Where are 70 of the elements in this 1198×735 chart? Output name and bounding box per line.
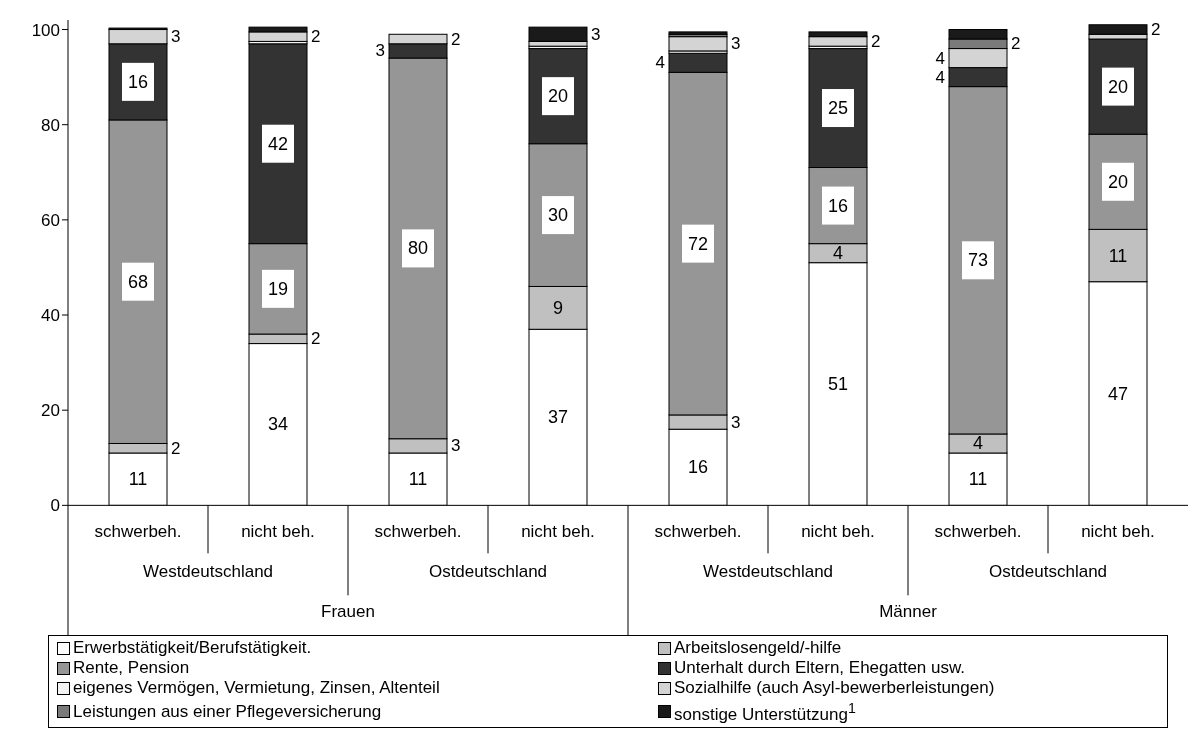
- text: Ostdeutschland: [428, 562, 548, 582]
- x-tick-label: schwerbeh.: [654, 522, 742, 542]
- x-tick-label: schwerbeh.: [94, 522, 182, 542]
- data-label: 47: [1107, 383, 1129, 404]
- data-label: 68: [127, 271, 149, 292]
- x-tick-label: nicht beh.: [1081, 522, 1155, 542]
- data-label: 11: [408, 469, 428, 490]
- data-label: 4: [832, 243, 844, 264]
- bar: [668, 36, 728, 52]
- data-label: 51: [827, 374, 849, 395]
- legend-label: Sozialhilfe (auch Asyl-bewerberleistungen): [674, 678, 995, 699]
- data-label: 34: [267, 414, 289, 435]
- legend-label: Erwerbstätigkeit/Berufstätigkeit.: [73, 638, 312, 659]
- data-label: 2: [311, 329, 321, 349]
- legend-label: Leistungen aus einer Pflegeversicherung: [73, 701, 382, 722]
- data-label: 3: [171, 27, 181, 47]
- legend-label: eigenes Vermögen, Vermietung, Zinsen, Altenteil: [73, 678, 440, 699]
- data-label: 2: [171, 438, 181, 458]
- data-label: 3: [451, 436, 461, 456]
- data-label: 2: [1151, 20, 1161, 40]
- data-label: 2: [451, 29, 461, 49]
- data-label: 3: [375, 41, 385, 61]
- legend-label: Unterhalt durch Eltern, Ehegatten usw.: [674, 658, 966, 679]
- data-label: 42: [267, 133, 289, 154]
- data-label: 4: [935, 67, 945, 87]
- data-label: 73: [967, 250, 989, 271]
- data-label: 11: [1108, 245, 1128, 266]
- data-label: 16: [687, 457, 709, 478]
- data-label: 4: [935, 48, 945, 68]
- legend-label: Arbeitslosengeld/-hilfe: [674, 638, 842, 659]
- data-label: 2: [311, 27, 321, 47]
- data-label: 11: [968, 469, 988, 490]
- text: Frauen: [321, 602, 375, 622]
- data-label: 4: [972, 433, 984, 454]
- y-tick-label: 60: [41, 210, 60, 230]
- data-label: 11: [128, 469, 148, 490]
- x-tick-label: nicht beh.: [521, 522, 595, 542]
- legend-label: sonstige Unterstützung$^{1}$: [674, 699, 856, 725]
- text: Westdeutschland: [142, 562, 274, 582]
- y-tick-label: 40: [41, 306, 60, 326]
- data-label: 20: [547, 86, 569, 107]
- data-label: 72: [687, 233, 709, 254]
- x-tick-label: schwerbeh.: [374, 522, 462, 542]
- data-label: 30: [547, 205, 569, 226]
- data-label: 25: [827, 98, 849, 119]
- data-label: 3: [591, 24, 601, 44]
- data-label: 2: [1011, 34, 1021, 54]
- data-label: 3: [731, 34, 741, 54]
- data-label: 4: [655, 53, 665, 73]
- y-tick-label: 20: [41, 401, 60, 421]
- data-label: 16: [127, 71, 149, 92]
- data-label: 9: [552, 297, 564, 318]
- y-tick-label: 80: [41, 115, 60, 135]
- y-tick-label: 100: [31, 20, 60, 40]
- data-label: 19: [267, 278, 289, 299]
- x-tick-label: nicht beh.: [241, 522, 315, 542]
- data-label: 20: [1107, 171, 1129, 192]
- data-label: 37: [547, 407, 569, 428]
- data-label: 3: [731, 412, 741, 432]
- y-tick-label: 0: [50, 496, 60, 516]
- text: Westdeutschland: [702, 562, 834, 582]
- data-label: 2: [871, 31, 881, 51]
- text: Männer: [879, 602, 938, 622]
- legend-label: Rente, Pension: [73, 658, 190, 679]
- x-tick-label: schwerbeh.: [934, 522, 1022, 542]
- data-label: 16: [827, 195, 849, 216]
- text: Ostdeutschland: [988, 562, 1108, 582]
- data-label: 20: [1107, 76, 1129, 97]
- data-label: 80: [407, 238, 429, 259]
- x-tick-label: nicht beh.: [801, 522, 875, 542]
